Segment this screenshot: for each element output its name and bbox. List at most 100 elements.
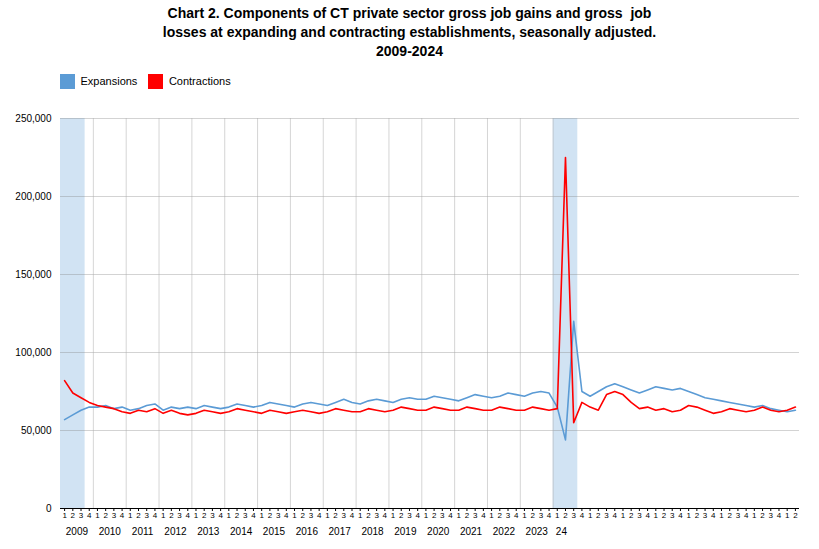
svg-text:1: 1 — [161, 511, 166, 520]
svg-text:2: 2 — [760, 511, 765, 520]
svg-text:3: 3 — [309, 511, 314, 520]
svg-text:2: 2 — [235, 511, 240, 520]
svg-text:2010: 2010 — [99, 526, 122, 537]
svg-text:2017: 2017 — [329, 526, 352, 537]
svg-text:4: 4 — [514, 511, 519, 520]
svg-text:2011: 2011 — [132, 526, 154, 537]
svg-text:2015: 2015 — [263, 526, 286, 537]
svg-text:1: 1 — [785, 511, 790, 520]
svg-text:1: 1 — [128, 511, 133, 520]
svg-text:3: 3 — [604, 511, 609, 520]
svg-text:2021: 2021 — [460, 526, 483, 537]
svg-text:4: 4 — [645, 511, 650, 520]
svg-text:1: 1 — [588, 511, 593, 520]
svg-text:4: 4 — [777, 511, 782, 520]
svg-text:2: 2 — [136, 511, 141, 520]
svg-text:1: 1 — [555, 511, 560, 520]
svg-text:100,000: 100,000 — [15, 347, 52, 358]
svg-text:3: 3 — [769, 511, 774, 520]
svg-text:4: 4 — [415, 511, 420, 520]
svg-text:4: 4 — [218, 511, 223, 520]
svg-text:3: 3 — [374, 511, 379, 520]
svg-text:1: 1 — [95, 511, 100, 520]
svg-text:2: 2 — [432, 511, 437, 520]
svg-text:3: 3 — [440, 511, 445, 520]
svg-text:1: 1 — [358, 511, 363, 520]
svg-text:2022: 2022 — [493, 526, 516, 537]
svg-text:2: 2 — [465, 511, 470, 520]
svg-text:4: 4 — [153, 511, 158, 520]
svg-text:50,000: 50,000 — [21, 425, 52, 436]
svg-text:2: 2 — [727, 511, 732, 520]
svg-text:2: 2 — [563, 511, 568, 520]
svg-text:4: 4 — [481, 511, 486, 520]
svg-text:2016: 2016 — [296, 526, 319, 537]
svg-text:2018: 2018 — [361, 526, 384, 537]
svg-text:3: 3 — [473, 511, 478, 520]
svg-text:1: 1 — [457, 511, 462, 520]
svg-text:2: 2 — [498, 511, 503, 520]
svg-text:4: 4 — [120, 511, 125, 520]
svg-text:2009: 2009 — [66, 526, 89, 537]
svg-text:3: 3 — [79, 511, 84, 520]
svg-text:3: 3 — [144, 511, 149, 520]
svg-text:0: 0 — [46, 503, 52, 514]
svg-text:3: 3 — [243, 511, 248, 520]
svg-text:1: 1 — [654, 511, 659, 520]
svg-text:1: 1 — [292, 511, 297, 520]
svg-text:1: 1 — [424, 511, 429, 520]
svg-text:200,000: 200,000 — [15, 191, 52, 202]
svg-text:2: 2 — [793, 511, 798, 520]
svg-text:2: 2 — [596, 511, 601, 520]
svg-text:2: 2 — [662, 511, 667, 520]
svg-text:1: 1 — [686, 511, 691, 520]
svg-text:3: 3 — [112, 511, 117, 520]
svg-text:24: 24 — [556, 526, 568, 537]
svg-text:3: 3 — [703, 511, 708, 520]
svg-text:4: 4 — [251, 511, 256, 520]
svg-text:2: 2 — [301, 511, 306, 520]
svg-text:1: 1 — [752, 511, 757, 520]
svg-text:1: 1 — [719, 511, 724, 520]
svg-text:3: 3 — [210, 511, 215, 520]
svg-text:2: 2 — [695, 511, 700, 520]
svg-text:4: 4 — [448, 511, 453, 520]
svg-text:2: 2 — [169, 511, 174, 520]
svg-text:3: 3 — [736, 511, 741, 520]
svg-text:2019: 2019 — [394, 526, 417, 537]
svg-text:1: 1 — [259, 511, 264, 520]
svg-text:4: 4 — [186, 511, 191, 520]
svg-text:150,000: 150,000 — [15, 269, 52, 280]
svg-text:4: 4 — [580, 511, 585, 520]
svg-text:4: 4 — [317, 511, 322, 520]
svg-text:4: 4 — [350, 511, 355, 520]
svg-text:1: 1 — [621, 511, 626, 520]
svg-text:1: 1 — [194, 511, 199, 520]
svg-text:4: 4 — [87, 511, 92, 520]
svg-text:2: 2 — [366, 511, 371, 520]
svg-text:2: 2 — [202, 511, 207, 520]
svg-text:2013: 2013 — [197, 526, 220, 537]
svg-text:4: 4 — [678, 511, 683, 520]
svg-text:2: 2 — [103, 511, 108, 520]
svg-text:1: 1 — [391, 511, 396, 520]
svg-text:4: 4 — [744, 511, 749, 520]
svg-text:4: 4 — [284, 511, 289, 520]
svg-text:2: 2 — [629, 511, 634, 520]
svg-text:3: 3 — [637, 511, 642, 520]
svg-text:3: 3 — [670, 511, 675, 520]
svg-text:1: 1 — [62, 511, 67, 520]
svg-text:250,000: 250,000 — [15, 113, 52, 124]
svg-text:3: 3 — [177, 511, 182, 520]
svg-text:4: 4 — [613, 511, 618, 520]
svg-text:1: 1 — [227, 511, 232, 520]
svg-text:3: 3 — [571, 511, 576, 520]
svg-text:2012: 2012 — [164, 526, 187, 537]
svg-text:1: 1 — [522, 511, 527, 520]
svg-text:4: 4 — [383, 511, 388, 520]
svg-text:2014: 2014 — [230, 526, 253, 537]
svg-text:3: 3 — [506, 511, 511, 520]
svg-text:3: 3 — [276, 511, 281, 520]
svg-text:2020: 2020 — [427, 526, 450, 537]
svg-text:1: 1 — [325, 511, 330, 520]
